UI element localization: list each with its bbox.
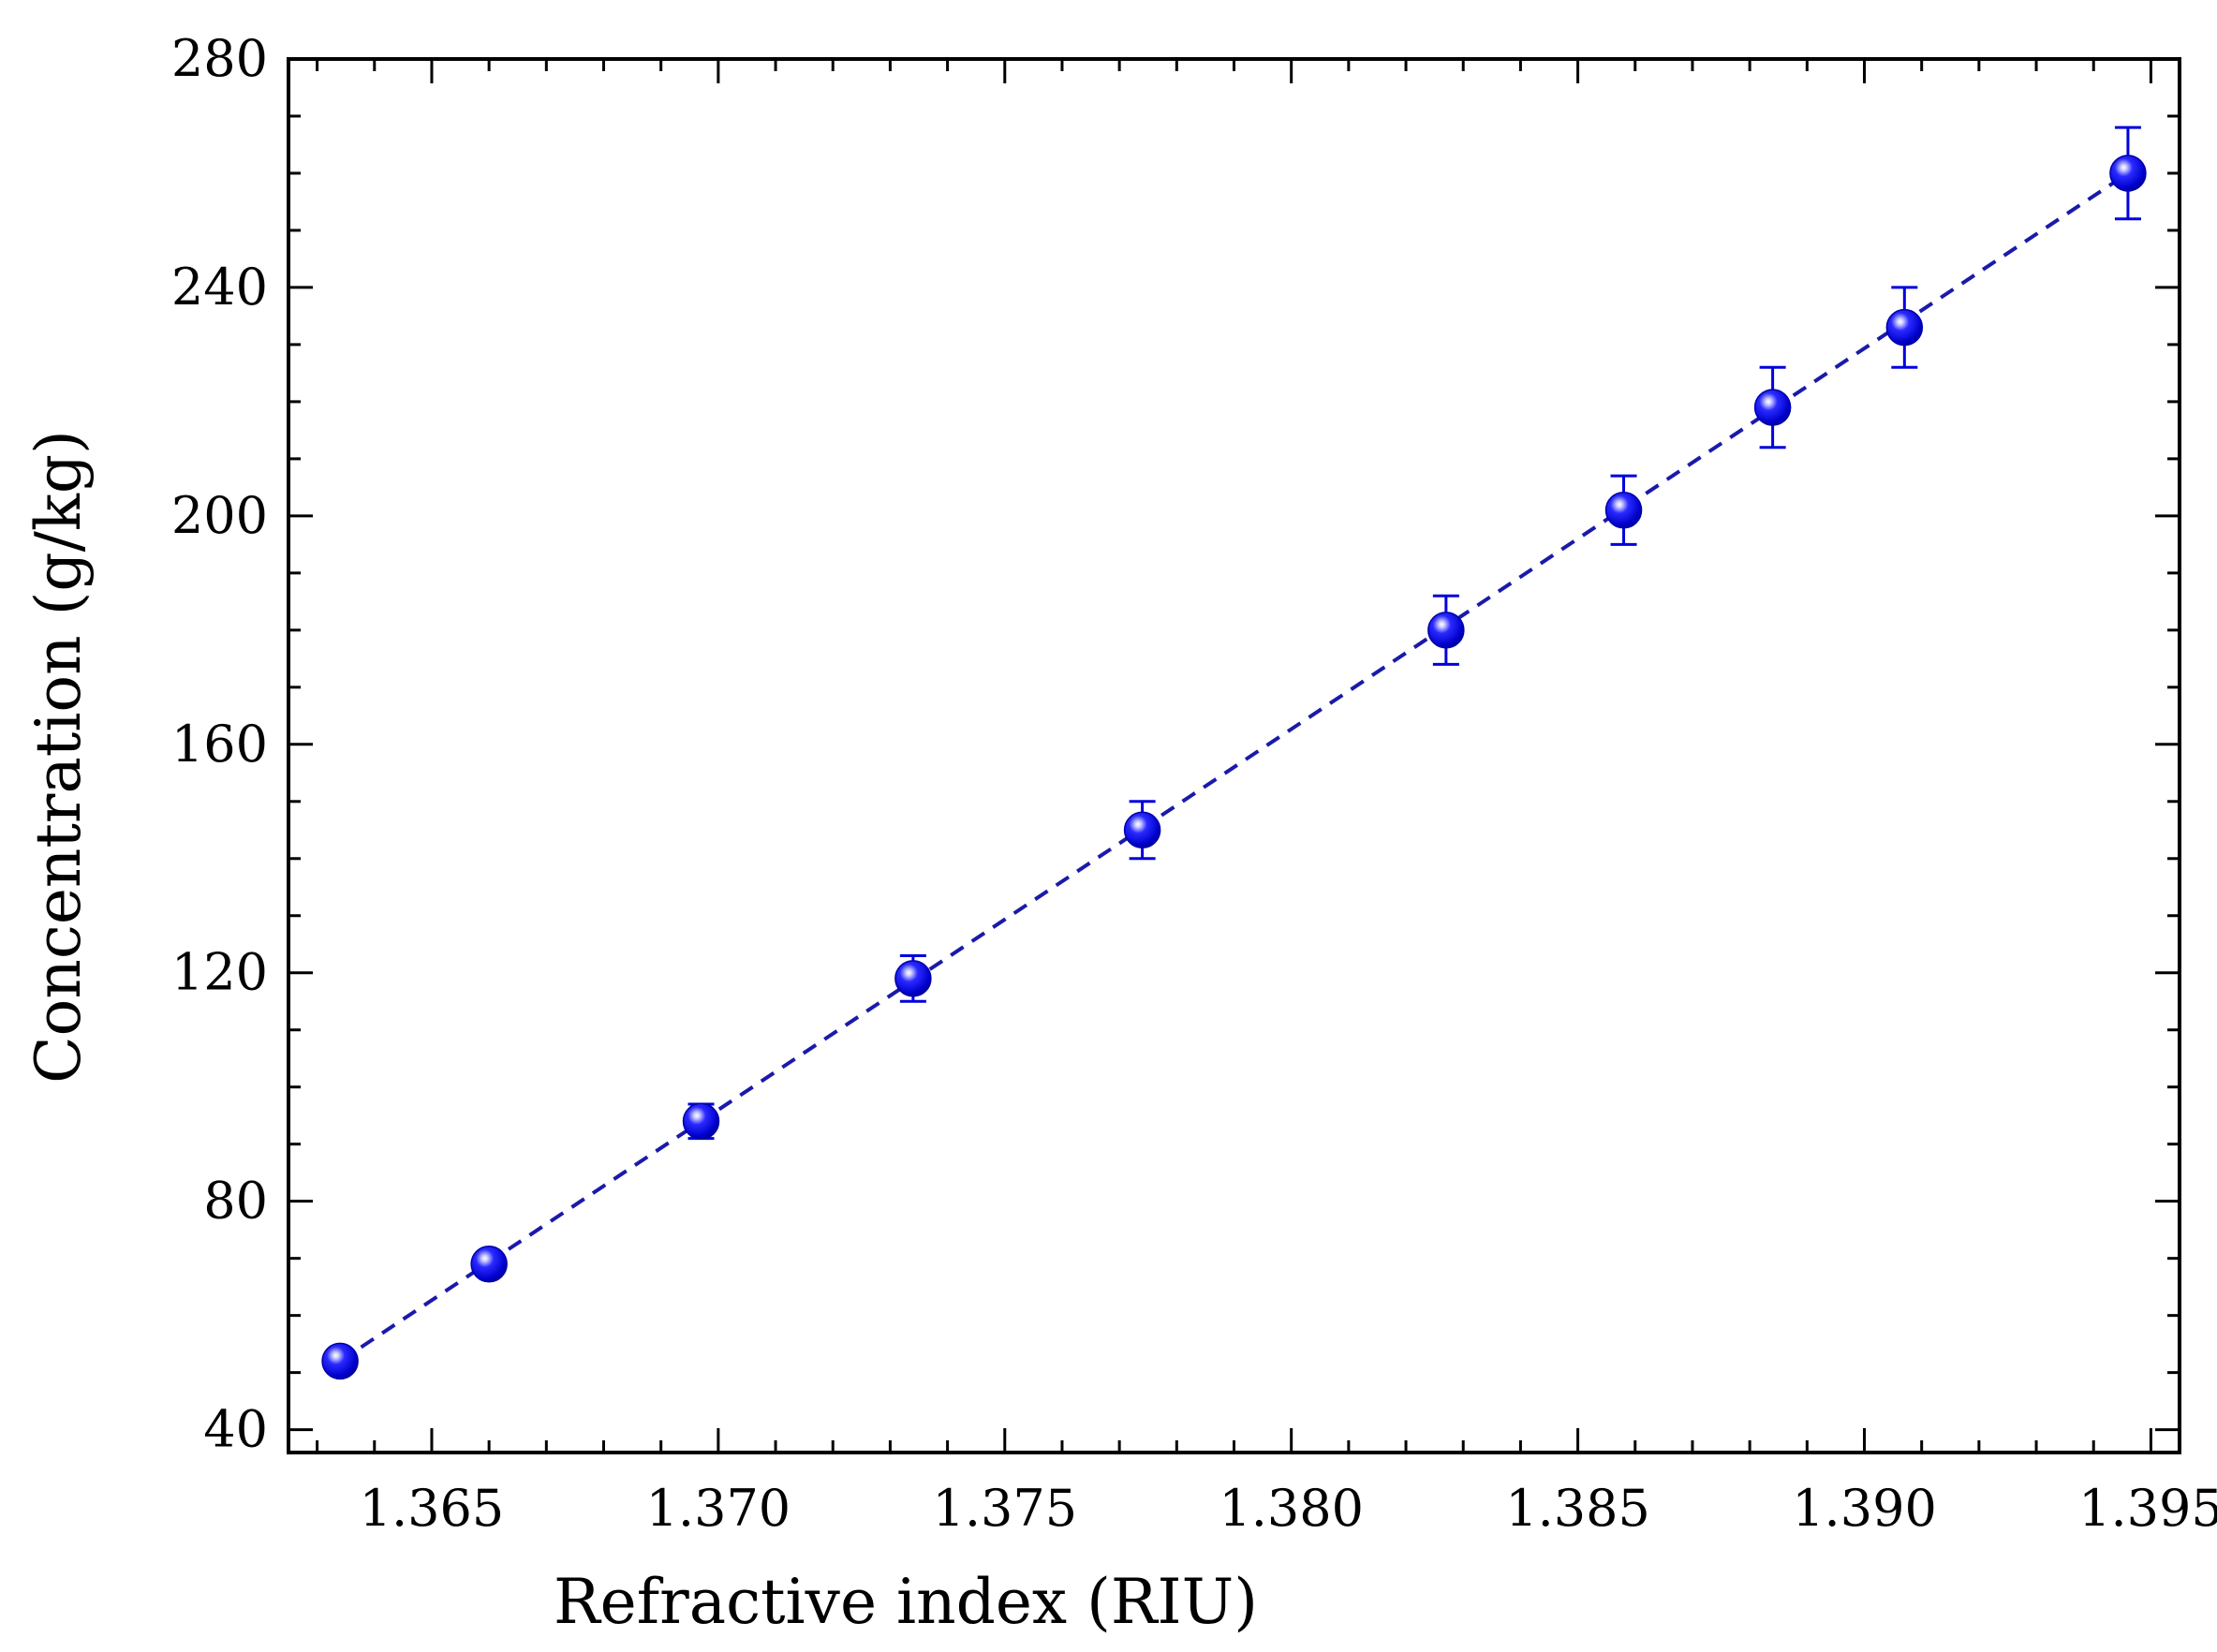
data-point xyxy=(470,1246,508,1283)
data-point xyxy=(1885,286,1924,369)
y-axis: 40 80 120 160 200 240 280 xyxy=(171,29,2180,1459)
point-marker xyxy=(682,1102,720,1141)
y-tick-label: 120 xyxy=(171,943,268,1002)
data-point xyxy=(682,1102,720,1141)
point-marker xyxy=(1427,612,1465,649)
data-point xyxy=(1604,474,1643,546)
y-tick-label: 280 xyxy=(171,29,268,88)
y-tick-label: 160 xyxy=(171,715,268,774)
x-axis: 1.365 1.370 1.375 1.380 1.385 1.390 1.395 xyxy=(316,59,2217,1538)
x-tick-label: 1.390 xyxy=(1792,1479,1937,1538)
point-marker xyxy=(1885,308,1924,347)
point-marker xyxy=(470,1246,508,1283)
data-point xyxy=(2109,125,2147,221)
x-tick-label: 1.395 xyxy=(2078,1479,2217,1538)
x-tick-label: 1.370 xyxy=(646,1479,791,1538)
data-point xyxy=(1753,365,1792,450)
fit-line xyxy=(338,171,2130,1364)
data-point xyxy=(894,953,932,1003)
point-marker xyxy=(321,1342,359,1380)
point-marker xyxy=(2109,155,2147,192)
y-tick-label: 200 xyxy=(171,486,268,545)
y-tick-label: 40 xyxy=(203,1400,268,1459)
y-tick-label: 80 xyxy=(203,1172,268,1231)
y-axis-title: Concentration (g/kg) xyxy=(22,430,95,1084)
data-point xyxy=(1427,594,1465,666)
point-marker xyxy=(1123,811,1161,849)
x-tick-label: 1.385 xyxy=(1505,1479,1650,1538)
data-point xyxy=(1123,800,1161,861)
y-tick-label: 240 xyxy=(171,258,268,317)
point-marker xyxy=(1604,492,1643,529)
x-tick-label: 1.365 xyxy=(360,1479,505,1538)
plot-area xyxy=(321,125,2147,1380)
x-axis-title: Refractive index (RIU) xyxy=(554,1566,1258,1638)
x-tick-label: 1.375 xyxy=(932,1479,1077,1538)
x-tick-label: 1.380 xyxy=(1219,1479,1364,1538)
plot-frame xyxy=(287,57,2181,1454)
point-marker xyxy=(1753,389,1792,426)
point-marker xyxy=(894,960,932,997)
data-point xyxy=(321,1342,359,1380)
